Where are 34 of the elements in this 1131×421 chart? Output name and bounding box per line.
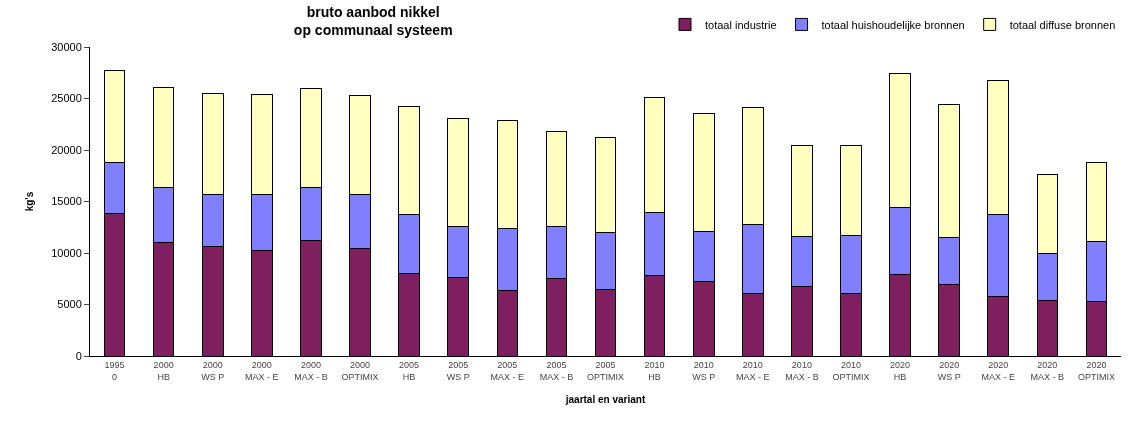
x-tick-label: 1995 0 xyxy=(104,359,125,382)
legend-label: totaal industrie xyxy=(705,18,777,31)
x-tick-label: 2005 OPTIMIX xyxy=(586,359,625,382)
y-tick-label: 5000 xyxy=(57,298,82,311)
x-tick-label: 2020 MAX - E xyxy=(981,359,1016,382)
x-tick-label: 2000 MAX - B xyxy=(294,359,328,382)
x-tick-label: 2010 MAX - E xyxy=(736,359,770,382)
y-tick-label: 0 xyxy=(75,349,82,362)
y-tick-label: 20000 xyxy=(51,143,82,156)
x-tick-label: 2000 WS P xyxy=(201,359,225,382)
y-tick-label: 15000 xyxy=(51,195,82,208)
x-tick-label: 2005 HB xyxy=(399,359,420,382)
x-tick-label: 2010 HB xyxy=(644,359,665,382)
y-tick-label: 25000 xyxy=(51,92,82,105)
x-tick-label: 2020 HB xyxy=(890,359,911,382)
x-tick-label: 2000 OPTIMIX xyxy=(341,359,379,382)
y-axis-title: kg's xyxy=(24,191,36,212)
x-tick-label: 2020 WS P xyxy=(937,359,961,382)
x-tick-label: 2005 MAX - E xyxy=(490,359,525,382)
chart-title: bruto aanbod nikkel op communaal systeem xyxy=(293,3,453,39)
y-tick-label: 10000 xyxy=(51,246,82,259)
x-axis-title: jaartal en variant xyxy=(564,394,646,405)
legend-label: totaal huishoudelijke bronnen xyxy=(821,18,965,31)
x-tick-label: 2000 HB xyxy=(153,359,174,382)
x-tick-label: 2010 WS P xyxy=(692,359,716,382)
x-tick-label: 2010 MAX - B xyxy=(785,359,819,382)
x-tick-label: 2000 MAX - E xyxy=(245,359,279,382)
x-tick-label: 2005 WS P xyxy=(446,359,470,382)
x-tick-label: 2010 OPTIMIX xyxy=(832,359,870,382)
legend-label: totaal diffuse bronnen xyxy=(1009,18,1116,31)
y-tick-label: 30000 xyxy=(51,40,82,53)
x-tick-label: 2020 MAX - B xyxy=(1030,359,1065,382)
x-tick-label: 2005 MAX - B xyxy=(539,359,574,382)
x-tick-label: 2020 OPTIMIX xyxy=(1077,359,1115,382)
